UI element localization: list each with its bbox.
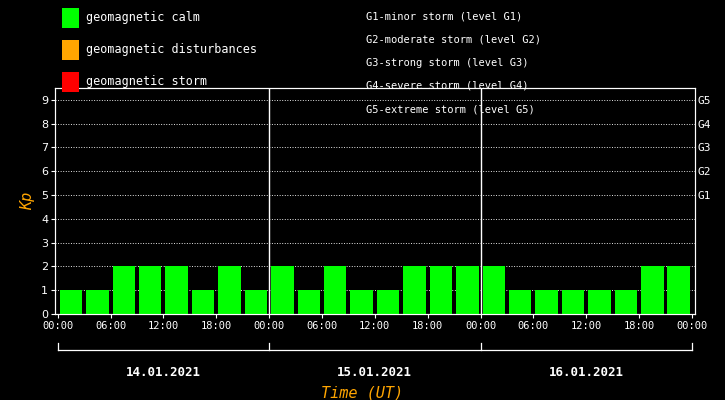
Bar (562, 290, 584, 314)
Bar (588, 290, 610, 314)
Text: 14.01.2021: 14.01.2021 (126, 366, 201, 378)
Bar (615, 290, 637, 314)
Bar (297, 290, 320, 314)
Bar (165, 266, 188, 314)
Bar (218, 266, 241, 314)
Bar (112, 266, 135, 314)
Bar (483, 266, 505, 314)
Bar (403, 266, 426, 314)
Bar (324, 266, 347, 314)
Text: G4-severe storm (level G4): G4-severe storm (level G4) (366, 81, 529, 91)
Bar (245, 290, 267, 314)
Bar (456, 266, 478, 314)
Text: Time (UT): Time (UT) (321, 385, 404, 400)
Bar (86, 290, 109, 314)
Bar (350, 290, 373, 314)
Y-axis label: Kp: Kp (20, 192, 36, 210)
Text: geomagnetic storm: geomagnetic storm (86, 76, 207, 88)
Bar (641, 266, 663, 314)
Bar (139, 266, 162, 314)
Bar (271, 266, 294, 314)
Bar (377, 290, 399, 314)
Bar (509, 290, 531, 314)
Text: G3-strong storm (level G3): G3-strong storm (level G3) (366, 58, 529, 68)
Text: G2-moderate storm (level G2): G2-moderate storm (level G2) (366, 34, 541, 44)
Text: G1-minor storm (level G1): G1-minor storm (level G1) (366, 11, 523, 21)
Text: 16.01.2021: 16.01.2021 (549, 366, 624, 378)
Bar (430, 266, 452, 314)
Bar (192, 290, 215, 314)
Text: G5-extreme storm (level G5): G5-extreme storm (level G5) (366, 104, 535, 114)
Text: 15.01.2021: 15.01.2021 (337, 366, 413, 378)
Text: geomagnetic disturbances: geomagnetic disturbances (86, 44, 257, 56)
Bar (668, 266, 690, 314)
Bar (535, 290, 558, 314)
Bar (59, 290, 82, 314)
Text: geomagnetic calm: geomagnetic calm (86, 12, 200, 24)
